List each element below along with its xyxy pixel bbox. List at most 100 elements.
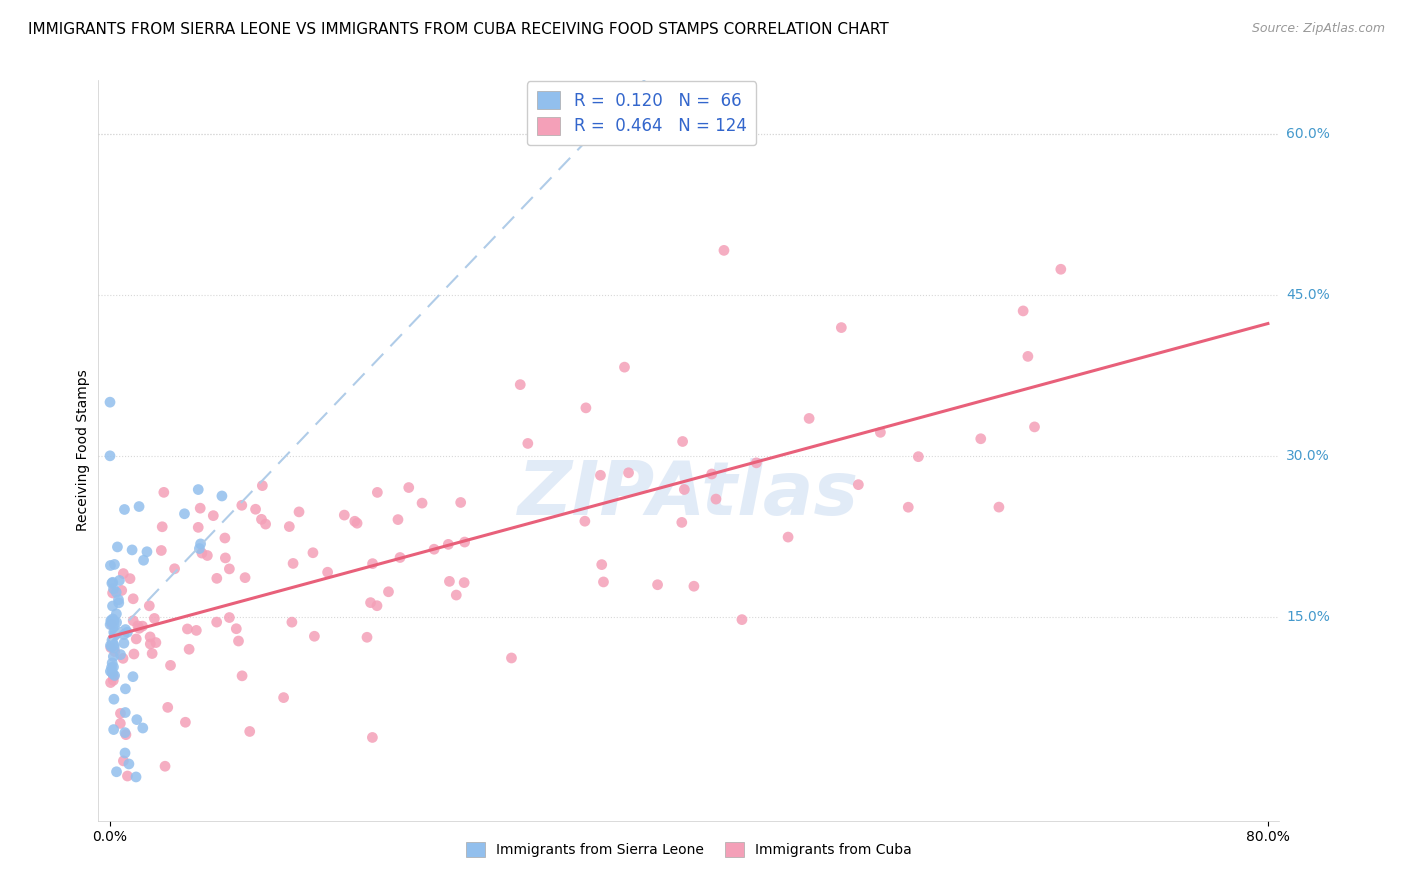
Point [366, 485, 388, 500]
Point [278, 519, 301, 533]
Point [101, 612, 124, 626]
Text: IMMIGRANTS FROM SIERRA LEONE VS IMMIGRANTS FROM CUBA RECEIVING FOOD STAMPS CORRE: IMMIGRANTS FROM SIERRA LEONE VS IMMIGRAN… [28, 22, 889, 37]
Point [105, 585, 128, 599]
Point [145, 635, 167, 649]
Point [250, 512, 273, 526]
Point [141, 647, 163, 661]
Point [647, 578, 669, 592]
Text: Source: ZipAtlas.com: Source: ZipAtlas.com [1251, 22, 1385, 36]
Point [671, 434, 693, 449]
Point [446, 588, 468, 602]
Point [411, 496, 433, 510]
Point [846, 477, 869, 491]
Point [423, 542, 446, 557]
Point [683, 579, 706, 593]
Point [101, 575, 124, 590]
Point [107, 596, 129, 610]
Point [389, 550, 412, 565]
Point [101, 656, 124, 670]
Point [112, 566, 135, 581]
Point [111, 651, 134, 665]
Point [453, 535, 475, 549]
Point [205, 615, 228, 629]
Point [128, 621, 150, 635]
Point [101, 599, 124, 613]
Point [110, 706, 132, 721]
Point [104, 625, 127, 640]
Point [195, 549, 218, 563]
Point [218, 562, 240, 576]
Point [122, 591, 145, 606]
Point [105, 764, 128, 779]
Y-axis label: Receiving Food Stamps: Receiving Food Stamps [76, 369, 90, 532]
Point [1024, 420, 1046, 434]
Point [101, 633, 124, 648]
Point [591, 558, 613, 572]
Point [575, 401, 598, 415]
Point [302, 546, 325, 560]
Point [211, 489, 233, 503]
Point [150, 543, 173, 558]
Point [574, 514, 596, 528]
Point [143, 611, 166, 625]
Point [453, 575, 475, 590]
Point [125, 632, 148, 646]
Point [188, 541, 211, 556]
Point [117, 769, 139, 783]
Point [704, 492, 727, 507]
Point [187, 520, 209, 534]
Point [100, 615, 122, 629]
Point [103, 723, 125, 737]
Point [176, 622, 198, 636]
Point [121, 543, 143, 558]
Point [108, 574, 131, 588]
Point [103, 625, 125, 640]
Point [254, 517, 277, 532]
Point [187, 483, 209, 497]
Point [156, 700, 179, 714]
Point [103, 670, 125, 684]
Point [139, 630, 162, 644]
Point [118, 572, 141, 586]
Point [139, 637, 162, 651]
Point [125, 713, 148, 727]
Point [450, 495, 472, 509]
Point [114, 681, 136, 696]
Point [173, 507, 195, 521]
Point [100, 660, 122, 674]
Text: 45.0%: 45.0% [1286, 288, 1330, 301]
Point [103, 582, 125, 596]
Point [127, 619, 149, 633]
Point [360, 596, 382, 610]
Point [179, 642, 201, 657]
Point [897, 500, 920, 515]
Point [830, 320, 852, 334]
Point [617, 466, 640, 480]
Point [346, 516, 368, 531]
Point [103, 628, 125, 642]
Point [214, 550, 236, 565]
Point [103, 617, 125, 632]
Point [103, 692, 125, 706]
Point [114, 623, 136, 637]
Point [100, 640, 122, 654]
Point [114, 725, 136, 739]
Point [333, 508, 356, 522]
Point [114, 746, 136, 760]
Point [107, 592, 129, 607]
Point [131, 619, 153, 633]
Point [288, 505, 311, 519]
Point [1017, 350, 1039, 364]
Point [356, 630, 378, 644]
Point [387, 513, 409, 527]
Point [103, 558, 125, 572]
Point [778, 530, 800, 544]
Point [100, 665, 122, 679]
Point [101, 665, 124, 680]
Point [245, 502, 267, 516]
Point [104, 668, 127, 682]
Point [100, 639, 122, 653]
Point [361, 557, 384, 571]
Legend: Immigrants from Sierra Leone, Immigrants from Cuba: Immigrants from Sierra Leone, Immigrants… [457, 834, 921, 865]
Point [98, 617, 121, 632]
